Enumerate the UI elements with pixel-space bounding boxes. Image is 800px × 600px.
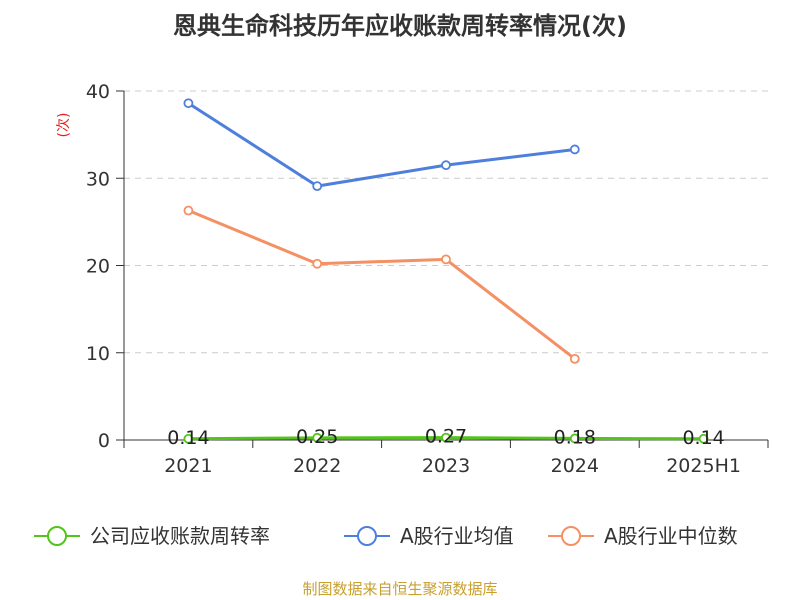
y-tick-label: 20	[86, 256, 110, 278]
data-label: 0.14	[167, 427, 209, 449]
grid-lines	[124, 90, 768, 354]
data-point	[441, 254, 451, 265]
series-line-2	[187, 209, 576, 361]
legend-item: A股行业均值	[344, 524, 514, 548]
data-point	[183, 433, 194, 444]
y-tick-label: 40	[86, 81, 110, 103]
legend-marker	[357, 526, 377, 546]
data-labels: 0.14 0.25 0.27 0.18 0.14	[167, 426, 725, 449]
data-point	[183, 98, 194, 109]
y-tick-label: 30	[86, 168, 110, 190]
x-tick-label: 2023	[422, 455, 470, 477]
axes: 0 10 20 30 40 (次) 2021 2022 2023 2024 2025H1	[56, 81, 769, 477]
data-label: 0.25	[296, 426, 338, 448]
x-tick-label: 2025H1	[666, 455, 741, 477]
y-tick-label: 0	[98, 430, 110, 452]
series-lines	[183, 98, 709, 444]
data-point	[312, 432, 323, 443]
x-tick-label: 2021	[164, 455, 212, 477]
data-point	[441, 160, 451, 171]
legend-label: A股行业均值	[400, 524, 514, 548]
chart-title: 恩典生命科技历年应收账款周转率情况(次)	[173, 12, 627, 40]
legend-marker	[47, 526, 67, 546]
data-point	[183, 205, 194, 216]
data-point	[312, 181, 323, 192]
legend-label: A股行业中位数	[604, 524, 738, 548]
series-line-1	[187, 101, 575, 188]
data-label: 0.18	[554, 426, 596, 448]
data-point	[312, 258, 323, 269]
data-label: 0.27	[425, 426, 467, 448]
source-note: 制图数据来自恒生聚源数据库	[302, 580, 498, 598]
data-point	[441, 432, 451, 443]
legend: 公司应收账款周转率 A股行业均值 A股行业中位数	[34, 524, 738, 548]
data-point	[569, 433, 580, 444]
legend-item: A股行业中位数	[548, 524, 738, 548]
data-point	[698, 433, 709, 444]
y-tick-label: 10	[86, 343, 110, 365]
legend-marker	[561, 526, 581, 546]
x-tick-label: 2024	[551, 455, 599, 477]
legend-label: 公司应收账款周转率	[90, 524, 270, 548]
y-axis-label: (次)	[56, 113, 72, 138]
data-point	[569, 353, 580, 364]
data-point	[569, 144, 580, 155]
x-tick-label: 2022	[293, 455, 341, 477]
data-label: 0.14	[682, 427, 724, 449]
legend-item: 公司应收账款周转率	[34, 524, 270, 548]
